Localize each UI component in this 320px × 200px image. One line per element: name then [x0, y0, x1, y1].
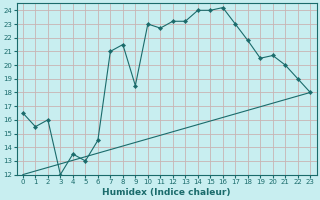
X-axis label: Humidex (Indice chaleur): Humidex (Indice chaleur) [102, 188, 231, 197]
